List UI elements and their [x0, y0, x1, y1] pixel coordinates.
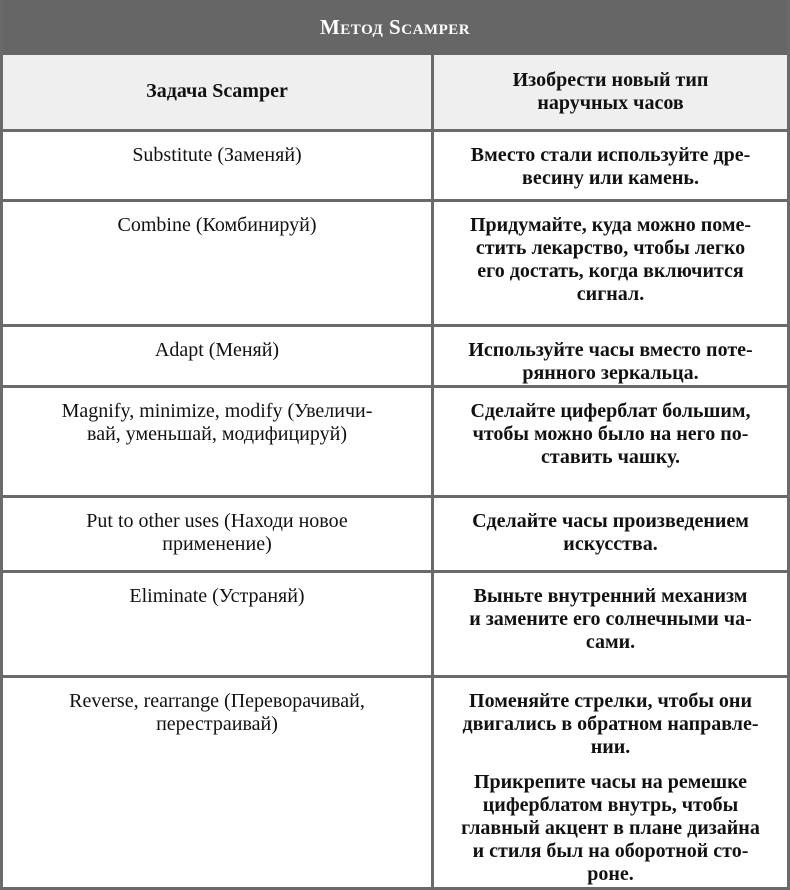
table-row: Put to other uses (Находи новое применен… — [3, 494, 787, 573]
idea-cell: Сделайте циферблат большим, чтобы можно … — [431, 384, 787, 498]
table-row: Reverse, rearrange (Переворачивай, перес… — [3, 674, 787, 888]
task-cell: Adapt (Меняй) — [3, 323, 434, 388]
header-idea: Изобрести новый тип наручных часов — [431, 55, 787, 132]
table-row: Eliminate (Устраняй) Выньте внутренний м… — [3, 569, 787, 678]
idea-cell: Сделайте часы произведением искусства. — [431, 494, 787, 573]
idea-paragraph-1: Поменяйте стрелки, чтобы они двигались в… — [462, 689, 759, 758]
task-cell: Eliminate (Устраняй) — [3, 569, 434, 678]
table-row: Magnify, minimize, modify (Увеличи- вай,… — [3, 384, 787, 498]
idea-cell: Поменяйте стрелки, чтобы они двигались в… — [431, 674, 787, 888]
table-row: Substitute (Заменяй) Вместо стали исполь… — [3, 128, 787, 202]
idea-paragraph-2: Прикрепите часы на ремешке циферблатом в… — [461, 770, 760, 885]
idea-cell: Вместо стали используйте дре- весину или… — [431, 128, 787, 202]
scamper-table: Задача Scamper Изобрести новый тип наруч… — [3, 55, 787, 888]
table-header-row: Задача Scamper Изобрести новый тип наруч… — [3, 55, 787, 132]
task-cell: Magnify, minimize, modify (Увеличи- вай,… — [3, 384, 434, 498]
task-cell: Put to other uses (Находи новое применен… — [3, 494, 434, 573]
table-title: Метод Scamper — [3, 0, 787, 55]
idea-cell: Используйте часы вместо поте- рянного зе… — [431, 323, 787, 388]
task-cell: Reverse, rearrange (Переворачивай, перес… — [3, 674, 434, 888]
task-cell: Substitute (Заменяй) — [3, 128, 434, 202]
idea-cell: Выньте внутренний механизм и замените ег… — [431, 569, 787, 678]
idea-cell: Придумайте, куда можно поме- стить лекар… — [431, 198, 787, 327]
task-cell: Combine (Комбинируй) — [3, 198, 434, 327]
header-task: Задача Scamper — [3, 55, 434, 132]
table-row: Adapt (Меняй) Используйте часы вместо по… — [3, 323, 787, 388]
table-row: Combine (Комбинируй) Придумайте, куда мо… — [3, 198, 787, 327]
